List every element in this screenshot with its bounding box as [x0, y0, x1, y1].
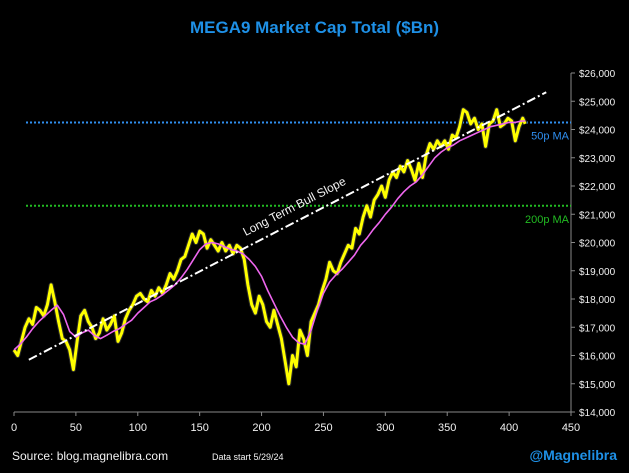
x-tick-label: 0 [11, 422, 17, 434]
x-tick-label: 450 [562, 422, 580, 434]
y-tick-label: $23,000 [579, 154, 616, 165]
x-tick-label: 350 [438, 422, 456, 434]
series-group [11, 107, 528, 387]
y-tick-label: $17,000 [579, 323, 616, 334]
x-tick-label: 50 [70, 422, 82, 434]
data-start-label: Data start 5/29/24 [212, 452, 284, 462]
reference-line-label: 50p MA [531, 130, 570, 142]
y-tick-label: $14,000 [579, 408, 616, 419]
x-tick-label: 250 [314, 422, 332, 434]
author-handle: @Magnelibra [529, 447, 617, 463]
y-tick-label: $18,000 [579, 295, 616, 306]
y-tick-label: $22,000 [579, 182, 616, 193]
reference-lines-group: 50p MA 200p MA [26, 121, 571, 226]
y-tick-label: $16,000 [579, 352, 616, 363]
y-tick-label: $21,000 [579, 210, 616, 221]
y-tick-label: $24,000 [579, 126, 616, 137]
price-series-outline [11, 107, 528, 387]
trend-line-group [28, 91, 547, 361]
y-tick-label: $15,000 [579, 380, 616, 391]
reference-line-label: 200p MA [525, 214, 570, 226]
x-tick-label: 150 [190, 422, 208, 434]
labels-group: Long Term Bull Slope [241, 174, 349, 239]
x-tick-label: 300 [376, 422, 394, 434]
trend-line [28, 91, 547, 361]
x-tick-label: 400 [500, 422, 518, 434]
x-tick-label: 100 [129, 422, 147, 434]
y-tick-label: $25,000 [579, 97, 616, 108]
trend-line-label: Long Term Bull Slope [241, 174, 349, 239]
moving-average-line [13, 120, 526, 351]
y-tick-label: $26,000 [579, 69, 616, 80]
chart-title: MEGA9 Market Cap Total ($Bn) [189, 18, 440, 37]
x-tick-label: 200 [252, 422, 270, 434]
y-tick-label: $20,000 [579, 239, 616, 250]
source-label: Source: blog.magnelibra.com [12, 449, 169, 463]
y-tick-label: $19,000 [579, 267, 616, 278]
axes-group: 0 50 100 150 200 250 300 350 400 450 $14,000 $15,00… [11, 69, 616, 434]
